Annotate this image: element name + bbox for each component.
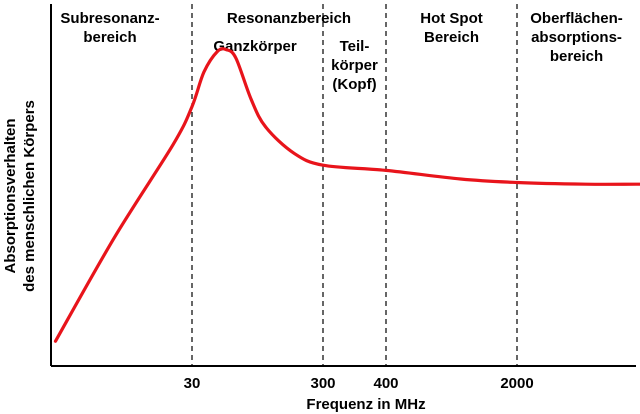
region-labels: Subresonanz-bereich Resonanzbereich Hot Sp… <box>60 10 622 65</box>
region-label: Subresonanz- <box>60 10 159 27</box>
region-label: absorptions- <box>531 29 622 46</box>
subregion-label: Ganzkörper <box>213 38 297 55</box>
x-tick-label: 30 <box>184 375 201 392</box>
subregion-label: (Kopf) <box>332 76 376 93</box>
region-label: Hot Spot <box>420 10 482 27</box>
y-axis-label: Absorptionsverhalten des menschlichen Kör… <box>2 100 38 292</box>
x-axis-label: Frequenz in MHz <box>306 396 425 413</box>
region-label: Oberflächen- <box>530 10 623 27</box>
y-axis-label-line: Absorptionsverhalten <box>2 118 19 273</box>
absorption-curve <box>53 47 640 343</box>
region-dividers <box>191 4 518 366</box>
region-label: bereich <box>83 29 136 46</box>
region-label: Resonanzbereich <box>227 10 351 27</box>
region-label: bereich <box>550 48 603 65</box>
region-label: Bereich <box>424 29 479 46</box>
subregion-labels: Ganzkörper Teil-körper (Kopf) <box>213 38 378 93</box>
x-tick-label: 400 <box>373 375 398 392</box>
subregion-label: Teil- <box>340 38 370 55</box>
x-tick-label: 2000 <box>500 375 533 392</box>
y-axis-label-line: des menschlichen Körpers <box>21 100 38 292</box>
x-tick-label: 300 <box>310 375 335 392</box>
absorption-curve-group <box>53 47 640 343</box>
subregion-label: körper <box>331 57 378 74</box>
x-tick-labels: 30 300 400 2000 <box>184 375 534 392</box>
